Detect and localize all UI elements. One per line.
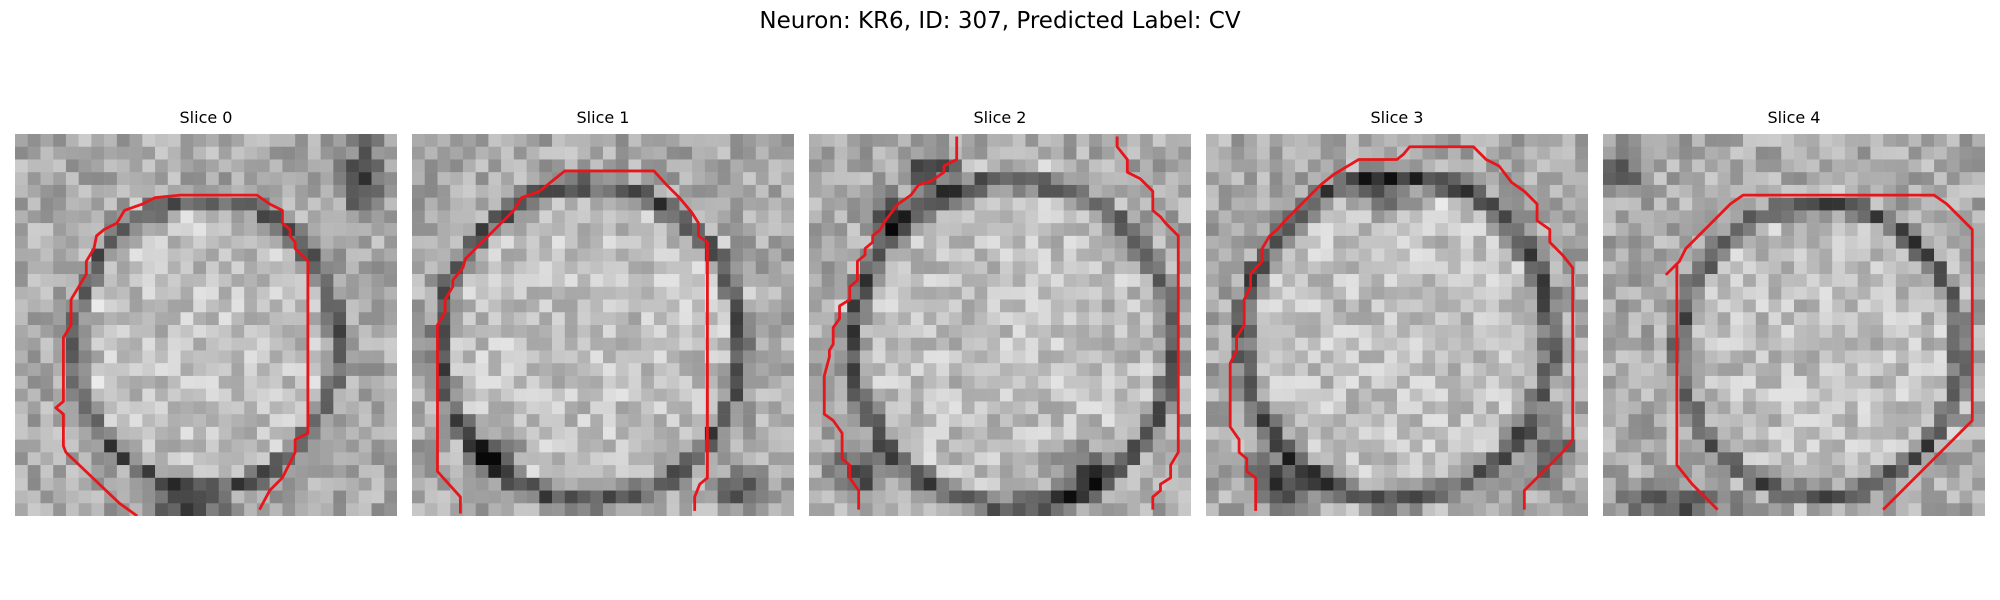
slice-title: Slice 3 [1370, 108, 1424, 127]
slice-image [1603, 134, 1985, 516]
segmentation-contour [1228, 145, 1575, 511]
slice-image [15, 134, 397, 516]
slice-title: Slice 0 [179, 108, 233, 127]
slice-panel-0: Slice 0 [15, 108, 397, 516]
grayscale-pixel-grid [1603, 134, 1985, 516]
segmentation-contour [1115, 136, 1180, 510]
slice-panel-3: Slice 3 [1206, 108, 1588, 516]
slice-panel-2: Slice 2 [809, 108, 1191, 516]
segmentation-contour [54, 193, 310, 516]
slice-title: Slice 4 [1767, 108, 1821, 127]
slice-image [1206, 134, 1588, 516]
figure-title: Neuron: KR6, ID: 307, Predicted Label: C… [759, 8, 1241, 34]
segmentation-contour [436, 169, 709, 514]
segmentation-contour [1665, 193, 1974, 511]
slice-image [809, 134, 1191, 516]
slice-title: Slice 1 [576, 108, 630, 127]
slice-title: Slice 2 [973, 108, 1027, 127]
slice-image [412, 134, 794, 516]
grayscale-pixel-grid [809, 134, 1191, 516]
grayscale-pixel-grid [1206, 134, 1588, 516]
segmentation-contour [822, 136, 959, 510]
grayscale-pixel-grid [15, 134, 397, 516]
slice-panel-1: Slice 1 [412, 108, 794, 516]
grayscale-pixel-grid [412, 134, 794, 516]
slice-panel-4: Slice 4 [1603, 108, 1985, 516]
